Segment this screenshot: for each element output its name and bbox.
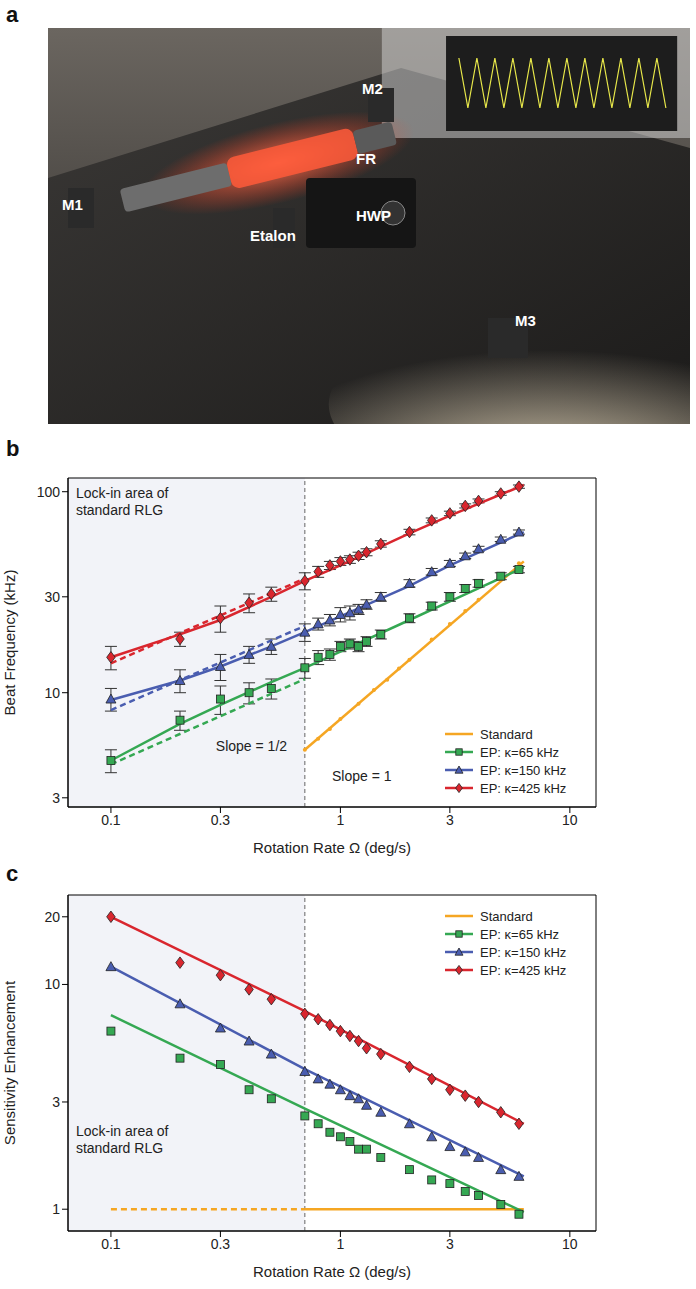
- html-text:Lock-in area of: Lock-in area of: [75, 484, 169, 501]
- svg-text:0.3: 0.3: [211, 1236, 231, 1252]
- html-text:EP: κ=65 kHz: EP: κ=65 kHz: [480, 744, 560, 760]
- svg-text:20: 20: [44, 909, 60, 925]
- svg-text:0.1: 0.1: [101, 1236, 121, 1252]
- html-text:EP: κ=65 kHz: EP: κ=65 kHz: [480, 926, 560, 942]
- svg-text:Sensitivity Enhancement: Sensitivity Enhancement: [1, 980, 18, 1145]
- html-text:c: c: [6, 861, 19, 886]
- html-text:Standard: Standard: [480, 908, 533, 924]
- svg-text:3: 3: [446, 812, 454, 828]
- svg-text:Rotation Rate Ω (deg/s): Rotation Rate Ω (deg/s): [253, 1263, 411, 1280]
- html-text:EP: κ=425 kHz: EP: κ=425 kHz: [480, 962, 567, 978]
- svg-text:3: 3: [52, 790, 60, 806]
- svg-text:1: 1: [336, 812, 344, 828]
- svg-text:10: 10: [44, 976, 60, 992]
- svg-text:100: 100: [37, 484, 61, 500]
- html-text:Etalon: Etalon: [250, 227, 296, 244]
- html-text:FR: FR: [356, 150, 376, 167]
- html-text:EP: κ=150 kHz: EP: κ=150 kHz: [480, 944, 567, 960]
- html-text:EP: κ=150 kHz: EP: κ=150 kHz: [480, 762, 567, 778]
- svg-text:Beat Frequency (kHz): Beat Frequency (kHz): [1, 570, 18, 716]
- html-text:HWP: HWP: [356, 207, 391, 224]
- html-text:standard RLG: standard RLG: [75, 501, 164, 518]
- html-text:M3: M3: [515, 312, 536, 329]
- svg-text:0.1: 0.1: [101, 812, 121, 828]
- html-text:Slope = 1: Slope = 1: [332, 767, 392, 784]
- html-text:EP: κ=425 kHz: EP: κ=425 kHz: [480, 780, 567, 796]
- html-text:b: b: [6, 436, 20, 461]
- svg-text:10: 10: [562, 812, 578, 828]
- svg-text:1: 1: [52, 1201, 60, 1217]
- html-text:a: a: [6, 2, 19, 27]
- svg-text:3: 3: [446, 1236, 454, 1252]
- svg-text:10: 10: [44, 685, 60, 701]
- svg-text:30: 30: [44, 589, 60, 605]
- svg-text:3: 3: [52, 1094, 60, 1110]
- html-text:M2: M2: [362, 80, 383, 97]
- html-text:Lock-in area of: Lock-in area of: [75, 1123, 169, 1140]
- html-text:Slope = 1/2: Slope = 1/2: [215, 737, 288, 754]
- svg-text:10: 10: [562, 1236, 578, 1252]
- svg-text:1: 1: [336, 1236, 344, 1252]
- html-text:Standard: Standard: [480, 726, 533, 742]
- html-text:M1: M1: [62, 196, 83, 213]
- html-text:standard RLG: standard RLG: [75, 1140, 164, 1157]
- svg-text:Rotation Rate Ω (deg/s): Rotation Rate Ω (deg/s): [253, 839, 411, 856]
- svg-text:0.3: 0.3: [211, 812, 231, 828]
